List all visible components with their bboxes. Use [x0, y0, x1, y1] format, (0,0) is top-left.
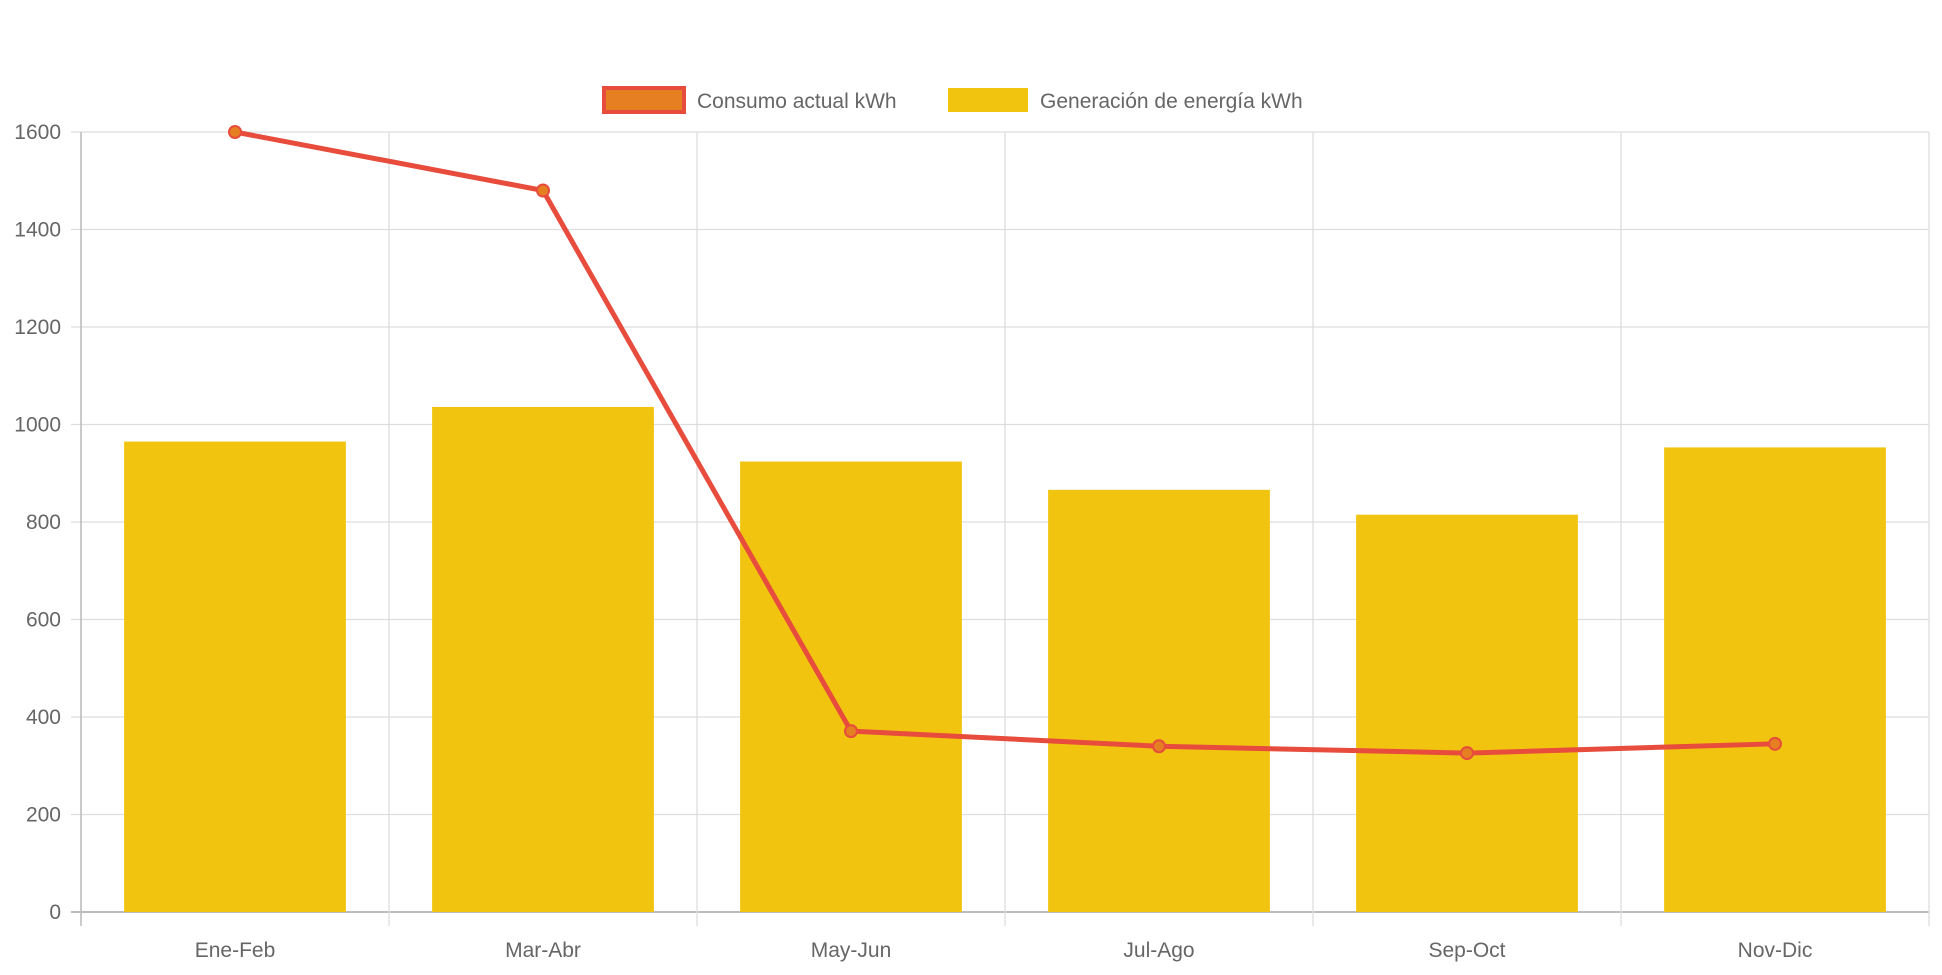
- legend-label-generacion: Generación de energía kWh: [1040, 90, 1303, 113]
- point-consumo: [1152, 739, 1166, 754]
- y-tick-label: 1600: [14, 121, 61, 144]
- y-tick-label: 0: [49, 901, 61, 924]
- y-tick-label: 1200: [14, 316, 61, 339]
- legend-item-consumo[interactable]: Consumo actual kWh: [602, 86, 897, 114]
- bar-generacion: [432, 406, 654, 912]
- x-tick-label: Ene-Feb: [195, 939, 276, 962]
- y-tick-label: 800: [26, 511, 61, 534]
- y-tick-label: 200: [26, 804, 61, 827]
- legend-label-consumo: Consumo actual kWh: [697, 90, 897, 113]
- legend[interactable]: Consumo actual kWh Generación de energía…: [602, 86, 1303, 114]
- bar-generacion: [740, 461, 962, 912]
- y-tick-label: 1000: [14, 414, 61, 437]
- bar-generacion: [124, 441, 346, 912]
- legend-item-generacion[interactable]: Generación de energía kWh: [948, 88, 1303, 113]
- bars: [124, 406, 1886, 912]
- x-tick-label: May-Jun: [811, 939, 892, 962]
- point-consumo: [844, 724, 858, 739]
- x-tick-label: Mar-Abr: [505, 939, 581, 962]
- x-tick-label: Jul-Ago: [1123, 939, 1194, 962]
- legend-swatch-consumo: [602, 86, 686, 114]
- legend-swatch-generacion: [948, 88, 1028, 112]
- x-tick-label: Sep-Oct: [1428, 939, 1505, 962]
- bar-generacion: [1664, 447, 1886, 912]
- axes: 0 200 400 600 800 1000 1200 1400 1600 Ene-Feb Mar-…: [14, 121, 1812, 962]
- y-tick-label: 600: [26, 609, 61, 632]
- bar-generacion: [1356, 514, 1578, 912]
- point-consumo: [228, 125, 242, 139]
- x-tick-label: Nov-Dic: [1738, 939, 1813, 962]
- line-consumo: [234, 129, 1776, 756]
- bar-generacion: [1048, 489, 1270, 912]
- y-tick-label: 400: [26, 706, 61, 729]
- point-consumo: [1460, 746, 1474, 761]
- grid: [71, 131, 1930, 926]
- y-tick-label: 1400: [14, 219, 61, 242]
- line-series: [228, 125, 1782, 761]
- point-consumo: [536, 183, 550, 198]
- point-consumo: [1768, 736, 1782, 751]
